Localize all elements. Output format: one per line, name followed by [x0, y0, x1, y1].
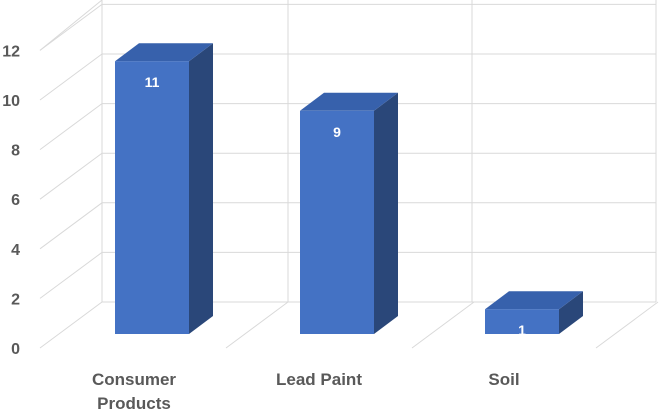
bars: 11 9 1: [115, 43, 583, 338]
y-tick-label: 2: [11, 291, 20, 308]
wall-edge: [39, 0, 103, 51]
bar-side: [189, 43, 213, 334]
y-axis-ticks: 0 2 4 6 8 10 12: [2, 43, 20, 358]
data-label: 11: [145, 74, 160, 90]
bar-top: [115, 43, 213, 62]
x-axis-labels: Consumer Products Lead Paint Soil: [92, 370, 520, 410]
data-label: 9: [333, 124, 341, 140]
bar-top: [485, 291, 583, 310]
floor-gridline: [225, 301, 289, 349]
bar-2: 9: [300, 92, 398, 334]
bar-3: 1: [485, 291, 583, 338]
gridline: [39, 3, 656, 51]
gridlines: [39, 0, 659, 349]
data-label: 1: [518, 322, 526, 338]
y-tick-label: 6: [11, 192, 20, 209]
y-tick-label: 12: [2, 43, 20, 60]
bar-front: [300, 110, 374, 334]
x-category-label: Lead Paint: [276, 370, 362, 389]
y-tick-label: 0: [11, 341, 20, 358]
x-category-label: Consumer: [92, 370, 176, 389]
bar-top: [300, 92, 398, 111]
x-category-label: Soil: [488, 370, 519, 389]
bar-side: [559, 291, 583, 334]
bar-front: [115, 61, 189, 334]
floor-gridline: [411, 301, 475, 349]
x-category-label: Products: [97, 394, 171, 410]
y-tick-label: 8: [11, 143, 20, 160]
floor-gridline: [595, 301, 659, 349]
y-tick-label: 10: [2, 93, 20, 110]
bar-side: [374, 92, 398, 334]
y-tick-label: 4: [11, 242, 20, 259]
bar-1: 11: [115, 43, 213, 334]
bar-front: [485, 309, 559, 334]
